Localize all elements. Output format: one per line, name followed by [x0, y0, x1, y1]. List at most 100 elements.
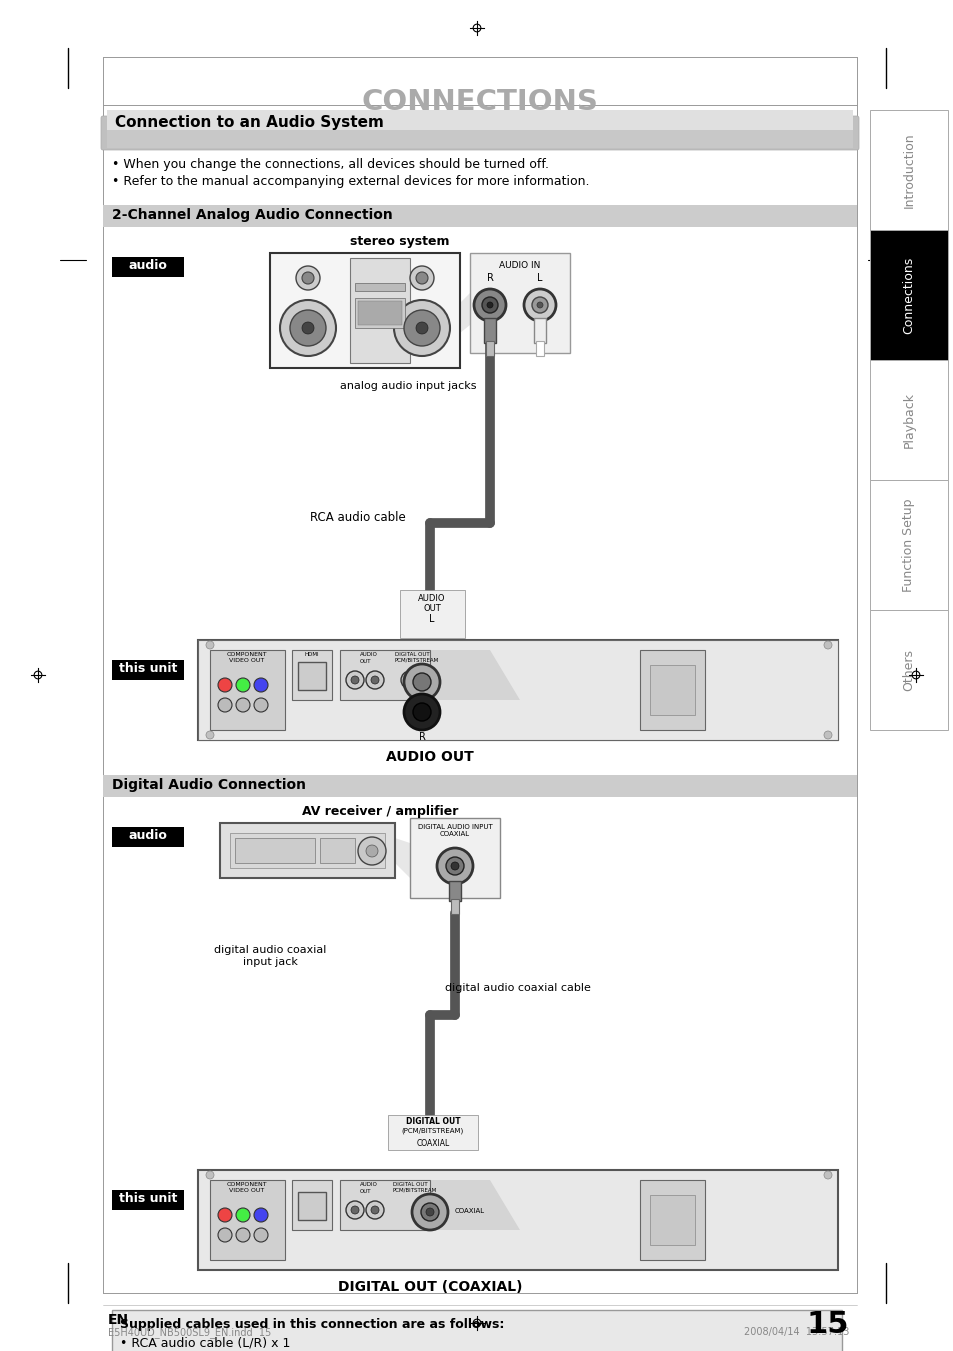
- Circle shape: [474, 289, 505, 322]
- Circle shape: [235, 698, 250, 712]
- Text: analog audio input jacks: analog audio input jacks: [339, 381, 476, 390]
- Bar: [649, 1196, 695, 1246]
- Bar: [112, 1310, 841, 1351]
- Bar: [649, 665, 695, 715]
- Text: CONNECTIONS: CONNECTIONS: [361, 88, 598, 116]
- Text: Function Setup: Function Setup: [902, 499, 915, 592]
- Text: DIGITAL AUDIO INPUT: DIGITAL AUDIO INPUT: [417, 824, 492, 830]
- Bar: [112, 661, 184, 680]
- Text: COMPONENT
VIDEO OUT: COMPONENT VIDEO OUT: [227, 1182, 267, 1193]
- Bar: [869, 230, 947, 359]
- Circle shape: [302, 272, 314, 284]
- Text: PCM/BITSTREAM: PCM/BITSTREAM: [395, 658, 438, 663]
- Bar: [103, 205, 856, 227]
- Circle shape: [235, 678, 250, 692]
- Polygon shape: [339, 650, 519, 700]
- Circle shape: [235, 1208, 250, 1223]
- Circle shape: [486, 303, 493, 308]
- Circle shape: [235, 1228, 250, 1242]
- Circle shape: [280, 300, 335, 357]
- Circle shape: [206, 731, 213, 739]
- Bar: [388, 1115, 477, 1150]
- Text: digital audio coaxial cable: digital audio coaxial cable: [444, 984, 590, 993]
- Text: Supplied cables used in this connection are as follows:: Supplied cables used in this connection …: [120, 1319, 504, 1331]
- Text: 2-Channel Analog Audio Connection: 2-Channel Analog Audio Connection: [112, 208, 393, 222]
- Bar: [292, 1179, 332, 1229]
- Bar: [198, 640, 837, 740]
- Text: L: L: [429, 613, 435, 624]
- Circle shape: [206, 640, 213, 648]
- Bar: [410, 817, 499, 898]
- Bar: [210, 650, 285, 730]
- Bar: [297, 1192, 326, 1220]
- Polygon shape: [339, 1179, 519, 1229]
- Text: COAXIAL: COAXIAL: [455, 1208, 485, 1215]
- Bar: [470, 253, 569, 353]
- Circle shape: [426, 1208, 434, 1216]
- Circle shape: [253, 698, 268, 712]
- Text: Playback: Playback: [902, 392, 915, 449]
- Text: EN: EN: [108, 1313, 129, 1327]
- Circle shape: [366, 671, 384, 689]
- Circle shape: [523, 289, 556, 322]
- Bar: [639, 1179, 704, 1260]
- Bar: [107, 109, 852, 130]
- Bar: [292, 650, 332, 700]
- Bar: [639, 650, 704, 730]
- Circle shape: [823, 1171, 831, 1179]
- Circle shape: [295, 266, 319, 290]
- Circle shape: [351, 676, 358, 684]
- Bar: [112, 827, 184, 847]
- Text: this unit: this unit: [119, 662, 177, 676]
- Circle shape: [420, 1202, 438, 1221]
- Text: AV receiver / amplifier: AV receiver / amplifier: [301, 805, 457, 817]
- Text: DIGITAL OUT: DIGITAL OUT: [405, 1117, 460, 1125]
- Circle shape: [436, 848, 473, 884]
- Text: AUDIO: AUDIO: [359, 1182, 377, 1188]
- Text: DIGITAL OUT: DIGITAL OUT: [393, 1182, 427, 1188]
- Text: Connections: Connections: [902, 257, 915, 334]
- Text: OUT: OUT: [359, 1189, 371, 1194]
- Bar: [355, 282, 405, 290]
- Bar: [355, 299, 405, 328]
- Circle shape: [412, 1194, 448, 1229]
- Bar: [483, 317, 496, 343]
- Text: stereo system: stereo system: [350, 235, 449, 249]
- Bar: [869, 359, 947, 480]
- Circle shape: [537, 303, 542, 308]
- Circle shape: [218, 678, 232, 692]
- Bar: [485, 340, 494, 357]
- Bar: [198, 1170, 837, 1270]
- Text: Digital Audio Connection: Digital Audio Connection: [112, 778, 306, 792]
- Text: COAXIAL: COAXIAL: [439, 831, 470, 838]
- Circle shape: [403, 309, 439, 346]
- Text: RCA audio cable: RCA audio cable: [310, 511, 405, 524]
- Circle shape: [451, 862, 458, 870]
- Bar: [869, 109, 947, 230]
- Text: COAXIAL: COAXIAL: [416, 1139, 449, 1148]
- Text: AUDIO
OUT: AUDIO OUT: [417, 594, 445, 613]
- Circle shape: [400, 671, 418, 689]
- Circle shape: [218, 698, 232, 712]
- Bar: [536, 340, 543, 357]
- Bar: [339, 1179, 430, 1229]
- Circle shape: [394, 300, 450, 357]
- Text: • RCA audio cable (L/R) x 1: • RCA audio cable (L/R) x 1: [120, 1336, 290, 1350]
- Bar: [210, 1179, 285, 1260]
- Circle shape: [253, 1208, 268, 1223]
- Text: • When you change the connections, all devices should be turned off.: • When you change the connections, all d…: [112, 158, 548, 172]
- Text: AUDIO IN: AUDIO IN: [498, 261, 540, 270]
- Bar: [319, 838, 355, 863]
- Circle shape: [403, 663, 439, 700]
- Circle shape: [351, 1206, 358, 1215]
- Circle shape: [416, 272, 428, 284]
- Text: DIGITAL OUT: DIGITAL OUT: [395, 653, 429, 657]
- Circle shape: [366, 844, 377, 857]
- Circle shape: [253, 1228, 268, 1242]
- Circle shape: [346, 1201, 364, 1219]
- Circle shape: [302, 322, 314, 334]
- Text: COMPONENT
VIDEO OUT: COMPONENT VIDEO OUT: [227, 653, 267, 663]
- Circle shape: [290, 309, 326, 346]
- Circle shape: [823, 731, 831, 739]
- Bar: [297, 662, 326, 690]
